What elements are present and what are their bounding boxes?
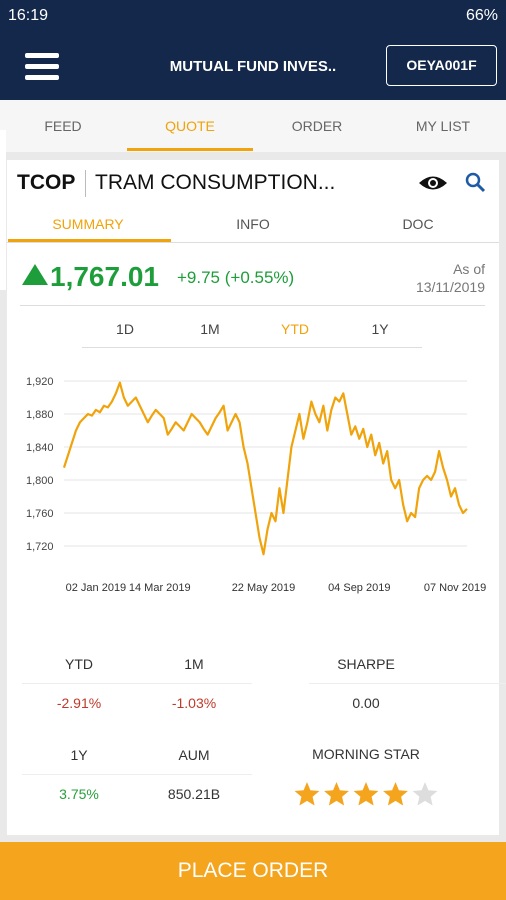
divider xyxy=(7,242,499,243)
search-icon[interactable] xyxy=(465,172,486,193)
subtab-underline xyxy=(8,239,171,242)
divider xyxy=(20,305,485,306)
stat-label: MORNING STAR xyxy=(312,746,420,762)
stat-divider xyxy=(22,774,137,775)
y-tick-label: 1,920 xyxy=(26,376,54,388)
up-arrow xyxy=(22,264,48,285)
divider xyxy=(82,347,422,348)
stat-value: -2.91% xyxy=(56,695,102,711)
stat-divider xyxy=(137,774,252,775)
stat-value: -1.03% xyxy=(171,695,217,711)
range-button[interactable]: 1Y xyxy=(371,321,389,337)
range-button[interactable]: 1M xyxy=(200,321,220,337)
tab[interactable]: MY LIST xyxy=(415,118,471,134)
y-tick-label: 1,720 xyxy=(26,541,54,553)
top-bar xyxy=(0,0,506,100)
y-tick-label: 1,840 xyxy=(26,442,54,454)
star xyxy=(412,782,438,806)
tab[interactable]: ORDER xyxy=(291,118,343,134)
account-button[interactable]: OEYA001F xyxy=(386,45,497,86)
x-tick-label: 14 Mar 2019 xyxy=(129,582,191,594)
status-battery: 66% xyxy=(465,7,498,24)
stat-value: 850.21B xyxy=(167,786,221,802)
x-tick-label: 02 Jan 2019 xyxy=(66,582,127,594)
x-tick-label: 22 May 2019 xyxy=(232,582,296,594)
status-time: 16:19 xyxy=(8,7,49,24)
fund-code: TCOP xyxy=(17,171,76,194)
star xyxy=(383,782,408,806)
as-of: As of xyxy=(453,261,485,277)
header-title: MUTUAL FUND INVES.. xyxy=(169,58,337,75)
y-tick-label: 1,800 xyxy=(26,475,54,487)
star xyxy=(353,782,379,806)
stat-label: YTD xyxy=(65,656,93,672)
side-edge xyxy=(0,130,6,290)
tab-underline xyxy=(127,148,253,151)
price-change: +9.75 (+0.55%) xyxy=(177,268,295,287)
star xyxy=(324,782,349,806)
stat-label: AUM xyxy=(178,747,210,763)
tab-bar xyxy=(0,100,506,152)
range-button[interactable]: 1D xyxy=(116,321,134,337)
rating-stars xyxy=(294,782,438,806)
price-chart: 1,720 1,760 1,800 1,840 1,880 1,920 02 Jan 201… xyxy=(26,376,486,594)
x-tick-label: 07 Nov 2019 xyxy=(424,582,486,594)
fund-name: TRAM CONSUMPTION... xyxy=(95,171,336,194)
y-tick-label: 1,760 xyxy=(26,508,54,520)
separator xyxy=(85,170,86,197)
stat-label: SHARPE xyxy=(337,656,395,672)
stat-label: 1M xyxy=(184,656,204,672)
price-line xyxy=(62,381,468,556)
place-order-button[interactable]: PLACE ORDER xyxy=(0,842,506,900)
stat-divider xyxy=(137,683,252,684)
as-of-date: 13/11/2019 xyxy=(415,279,485,295)
stat-divider xyxy=(309,683,506,684)
subtab[interactable]: DOC xyxy=(402,216,434,232)
tab[interactable]: QUOTE xyxy=(165,118,215,134)
icons xyxy=(419,172,486,193)
subtab[interactable]: INFO xyxy=(236,216,270,232)
stat-label: 1Y xyxy=(70,747,88,763)
stat-divider xyxy=(22,683,137,684)
stat-value: 0.00 xyxy=(352,695,380,711)
price: 1,767.01 xyxy=(50,261,159,292)
tab[interactable]: FEED xyxy=(44,118,82,134)
x-tick-label: 04 Sep 2019 xyxy=(328,582,390,594)
eye-icon[interactable] xyxy=(419,176,447,190)
y-tick-label: 1,880 xyxy=(26,409,54,421)
stat-value: 3.75% xyxy=(59,786,99,802)
menu-button[interactable] xyxy=(25,53,59,81)
subtab[interactable]: SUMMARY xyxy=(52,216,124,232)
range-button[interactable]: YTD xyxy=(281,321,309,337)
star xyxy=(294,782,320,806)
